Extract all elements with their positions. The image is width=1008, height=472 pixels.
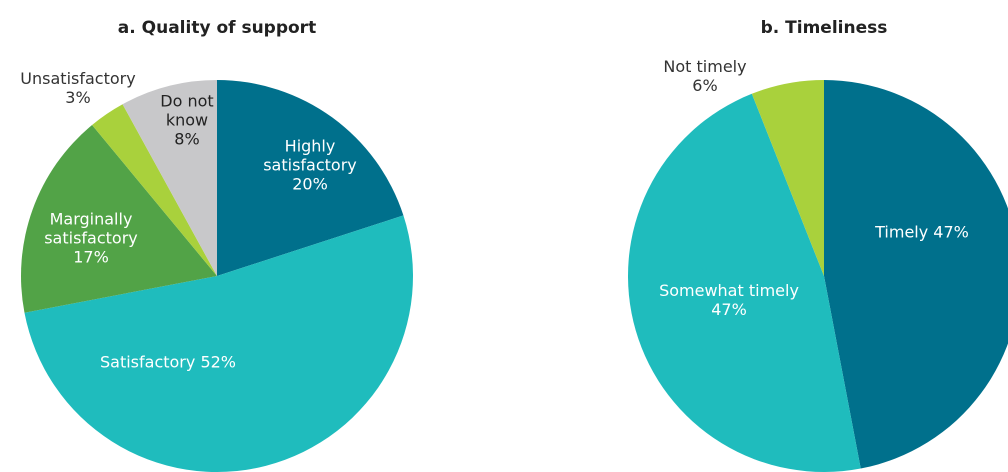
slice-label: Marginally satisfactory 17% <box>34 210 149 267</box>
slice-name: Highly satisfactory <box>263 136 357 175</box>
slice-name: Somewhat timely <box>659 281 799 300</box>
slice-name: Do not know <box>160 91 214 130</box>
slice-label: Unsatisfactory 3% <box>3 69 153 107</box>
slice-value: 20% <box>292 174 328 194</box>
pie-slice <box>628 93 861 472</box>
slice-value: 17% <box>73 247 109 267</box>
slice-label: Highly satisfactory 20% <box>255 137 365 194</box>
slice-value: 52% <box>200 352 236 372</box>
slice-value: 8% <box>174 129 200 149</box>
pie-slice <box>824 80 1008 469</box>
slice-value: 6% <box>692 76 718 95</box>
slice-name: Marginally satisfactory <box>44 209 138 248</box>
slice-label: Somewhat timely 47% <box>649 281 809 319</box>
slice-value: 3% <box>65 88 91 107</box>
slice-value: 47% <box>933 222 969 242</box>
chart-title: a. Quality of support <box>118 18 316 38</box>
slice-value: 47% <box>711 300 747 319</box>
slice-name: Satisfactory <box>99 352 196 372</box>
chart-title: b. Timeliness <box>761 18 888 38</box>
slice-name: Unsatisfactory <box>20 69 136 88</box>
slice-label: Not timely 6% <box>650 57 760 95</box>
slice-name: Not timely <box>663 57 747 76</box>
pie-slice <box>751 80 824 276</box>
pie-slice <box>122 80 217 276</box>
slice-label: Satisfactory 52% <box>68 353 268 372</box>
pie-slice <box>24 215 413 472</box>
slice-label: Do not know 8% <box>160 92 215 149</box>
pie-slice <box>92 104 217 276</box>
slice-label: Timely 47% <box>852 223 992 242</box>
pie-slice <box>20 124 217 313</box>
slice-name: Timely <box>875 222 929 242</box>
pie-slice <box>217 80 404 276</box>
